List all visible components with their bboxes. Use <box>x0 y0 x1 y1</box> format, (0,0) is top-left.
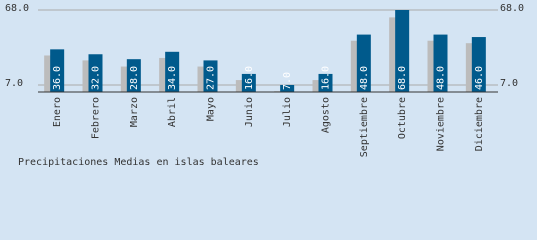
y-tick-label-right: 68.0 <box>500 3 524 14</box>
bar <box>280 84 295 92</box>
bar <box>241 73 256 92</box>
x-tick-label: Mayo <box>206 97 217 121</box>
value-label: 7.0 <box>282 72 293 90</box>
y-tick-label-right: 7.0 <box>500 78 518 89</box>
chart: Precipitaciones Medias en islas baleares… <box>0 0 537 174</box>
value-label: 27.0 <box>206 66 217 90</box>
x-tick-label: Septiembre <box>359 97 370 157</box>
x-tick-label: Agosto <box>321 97 332 133</box>
background <box>0 0 537 174</box>
bar <box>433 34 448 92</box>
x-tick-label: Enero <box>52 97 63 127</box>
x-tick-label: Diciembre <box>474 97 485 151</box>
value-label: 16.0 <box>321 66 332 90</box>
bar <box>203 60 218 92</box>
bar <box>356 34 371 92</box>
y-tick-label: 68.0 <box>5 3 29 14</box>
bar <box>50 49 65 92</box>
bar <box>88 54 103 92</box>
value-label: 36.0 <box>52 66 63 90</box>
y-tick-label: 7.0 <box>5 78 23 89</box>
value-label: 46.0 <box>474 66 485 90</box>
value-label: 48.0 <box>359 66 370 90</box>
bar <box>126 59 141 92</box>
value-label: 16.0 <box>244 66 255 90</box>
x-tick-label: Febrero <box>91 97 102 139</box>
x-tick-label: Noviembre <box>436 97 447 151</box>
bar <box>318 73 333 92</box>
value-label: 68.0 <box>397 66 408 90</box>
bar <box>395 10 410 92</box>
value-label: 48.0 <box>436 66 447 90</box>
x-tick-label: Julio <box>282 97 293 127</box>
x-tick-label: Marzo <box>129 97 140 127</box>
value-label: 28.0 <box>129 66 140 90</box>
chart-title: Precipitaciones Medias en islas baleares <box>18 157 259 168</box>
x-tick-label: Octubre <box>397 97 408 139</box>
value-label: 32.0 <box>91 66 102 90</box>
value-label: 34.0 <box>167 66 178 90</box>
bar <box>165 51 180 92</box>
x-tick-label: Abril <box>167 97 178 127</box>
x-tick-label: Junio <box>244 97 255 127</box>
bar <box>471 37 486 92</box>
